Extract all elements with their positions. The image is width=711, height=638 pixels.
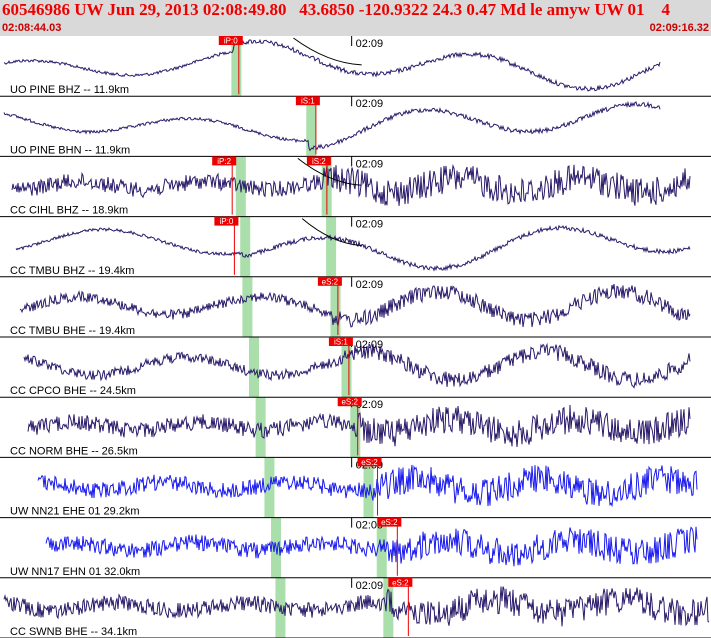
travel-time-curve: [301, 218, 362, 246]
pick-box: [377, 517, 402, 527]
waveform-trace: [23, 342, 691, 389]
waveform-trace: [27, 404, 691, 448]
waveform-trace: [3, 38, 661, 92]
trace-label: CC NORM BHE -- 26.5km: [10, 445, 138, 457]
trace-label: UO PINE BHZ -- 11.9km: [10, 84, 129, 96]
event-title: 60546986 UW Jun 29, 2013 02:08:49.80 43.…: [2, 0, 671, 19]
minute-tick-label: 02:09: [356, 219, 384, 231]
waveform-trace: [15, 224, 691, 272]
trace-label: CC CIHL BHZ -- 18.9km: [10, 205, 128, 217]
pick-box: [357, 457, 382, 467]
minute-tick-label: 02:09: [356, 98, 384, 110]
pick-label: iP:0: [219, 217, 233, 226]
arrival-band: [240, 216, 251, 277]
travel-time-curve: [293, 37, 362, 66]
pick-label: iP:0: [224, 37, 238, 46]
waveform-trace: [3, 100, 661, 152]
pick-box: [388, 577, 413, 587]
arrival-band: [306, 96, 317, 157]
trace-label: CC CPCO BHE -- 24.5km: [10, 385, 136, 397]
trace-label: UW NN17 EHN 01 32.0km: [10, 566, 140, 578]
minute-tick-label: 02:09: [356, 339, 384, 351]
travel-time-curve: [297, 158, 362, 186]
minute-tick-label: 02:09: [356, 279, 384, 291]
minute-tick-label: 02:09: [356, 38, 384, 50]
waveform-trace: [37, 464, 698, 508]
pick-label: iS:2: [312, 157, 326, 166]
minute-tick-label: 02:09: [356, 580, 384, 592]
arrival-band: [264, 457, 275, 518]
pick-label: eS:2: [392, 578, 409, 587]
minute-tick-label: 02:09: [356, 158, 384, 170]
pick-label: iP:2: [217, 157, 231, 166]
seismogram-plot: 02:09 iP:0 UO PINE BHZ -- 11.9km 02:09 iS:1 U…: [0, 36, 711, 638]
pick-box: [328, 337, 353, 346]
pick-label: eS:2: [322, 277, 339, 286]
arrival-band: [326, 216, 337, 277]
pick-box: [317, 276, 342, 286]
trace-label: CC TMBU BHZ -- 19.4km: [10, 265, 134, 277]
event-header: 60546986 UW Jun 29, 2013 02:08:49.80 43.…: [0, 0, 711, 36]
pick-box: [337, 397, 362, 407]
waveform-trace: [19, 283, 691, 328]
window-end-time: 02:09:16.32: [649, 22, 709, 34]
minute-tick-label: 02:09: [356, 399, 384, 411]
pick-label: eS:2: [381, 518, 398, 527]
arrival-band: [341, 337, 352, 398]
pick-box: [306, 156, 331, 166]
arrival-band: [242, 276, 253, 337]
arrival-band: [363, 457, 374, 518]
waveform-trace: [45, 526, 698, 567]
pick-label: iS:1: [301, 97, 315, 106]
pick-label: eS:2: [341, 398, 358, 407]
trace-label: CC SWNB BHE -- 34.1km: [10, 626, 137, 638]
pick-label: eS:2: [361, 458, 378, 467]
trace-label: UW NN21 EHE 01 29.2km: [10, 506, 140, 518]
waveform-trace: [3, 586, 710, 627]
window-start-time: 02:08:44.03: [2, 22, 62, 34]
arrival-band: [231, 36, 242, 97]
trace-label: UO PINE BHN -- 11.9km: [10, 144, 130, 156]
arrival-band: [330, 276, 341, 337]
minute-tick-label: 02:09: [356, 520, 384, 532]
pick-box: [295, 96, 320, 106]
pick-box: [214, 216, 239, 226]
arrival-band: [383, 577, 394, 638]
pick-label: iS:1: [334, 338, 348, 347]
arrival-band: [350, 397, 361, 458]
arrival-band: [249, 337, 260, 398]
trace-label: CC TMBU BHE -- 19.4km: [10, 325, 135, 337]
waveform-trace: [11, 163, 691, 206]
pick-box: [218, 36, 243, 45]
pick-box: [212, 156, 237, 166]
